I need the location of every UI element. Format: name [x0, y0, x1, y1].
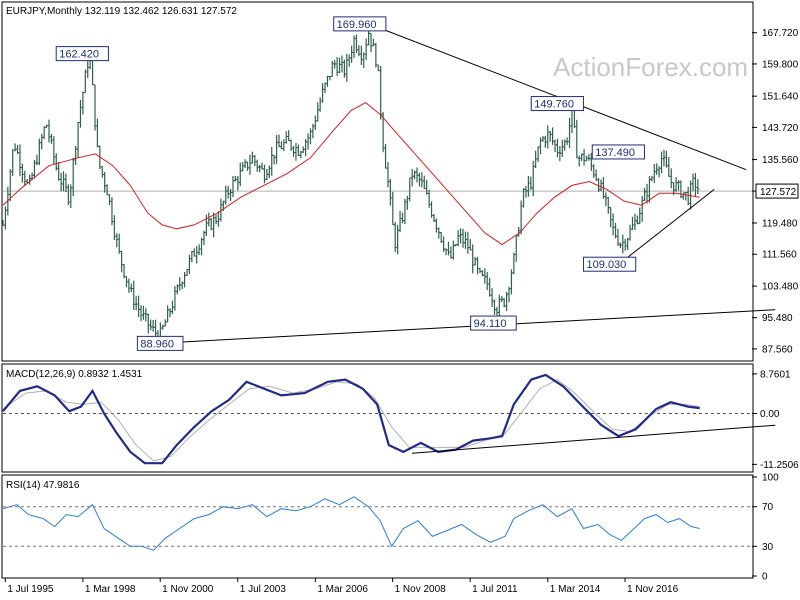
- price-annotation-label: 169.960: [337, 19, 377, 31]
- price-y-tick-label: 151.640: [762, 92, 799, 103]
- watermark: ActionForex.com: [553, 52, 748, 82]
- price-annotation-label: 162.420: [59, 49, 99, 61]
- price-annotation-label: 94.110: [474, 318, 507, 330]
- last-price-box: [755, 183, 799, 199]
- price-annotation-box: [591, 144, 645, 160]
- price-y-tick-label: 87.560: [762, 344, 793, 355]
- rsi-y-tick-label: 0: [762, 572, 768, 583]
- price-annotation-label: 137.490: [595, 147, 635, 159]
- x-tick-label: 1 Nov 2008: [395, 584, 447, 595]
- price-annotation-box: [583, 256, 637, 272]
- x-tick-label: 1 Jul 2003: [240, 584, 287, 595]
- price-annotation-box: [470, 315, 517, 331]
- x-tick-label: 1 Mar 1998: [85, 584, 136, 595]
- rsi-panel-frame: [1, 474, 754, 579]
- x-tick-label: 1 Nov 2016: [627, 584, 679, 595]
- price-annotation-box: [136, 335, 184, 351]
- macd-y-tick-label: 8.7601: [760, 369, 791, 380]
- x-tick-label: 1 Jul 2011: [472, 584, 518, 595]
- time-axis: 1 Jul 1995 1 Mar 1998 1 Nov 2000 1 Jul 2003…: [4, 578, 679, 595]
- last-price-label: 127.572: [760, 187, 797, 198]
- high-value: 132.462: [123, 6, 160, 17]
- rsi-layer: 100 70 30 0: [2, 473, 779, 583]
- moving-average-line: [2, 102, 700, 246]
- macd-main-line: [2, 373, 700, 465]
- rsi-y-tick-label: 30: [762, 542, 774, 553]
- low-value: 126.631: [162, 6, 199, 17]
- price-panel-title: EURJPY,Monthly 132.119 132.462 126.631 1…: [6, 6, 237, 17]
- macd-y-tick-label: -11.2506: [760, 460, 799, 471]
- price-y-tick-label: 103.480: [762, 282, 799, 293]
- trendline: [160, 309, 776, 344]
- open-value: 132.119: [85, 6, 121, 17]
- rsi-panel-title: RSI(14) 47.9816: [6, 480, 80, 491]
- macd-panel-title: MACD(12,26,9) 0.8932 1.4531: [6, 369, 143, 380]
- price-y-tick-label: 143.720: [762, 123, 799, 134]
- price-y-tick-label: 95.480: [762, 313, 793, 324]
- timeframe-label: Monthly: [47, 6, 82, 17]
- close-value: 127.572: [201, 6, 238, 17]
- x-tick-label: 1 Mar 2014: [550, 584, 601, 595]
- price-y-tick-label: 119.480: [762, 218, 798, 229]
- price-y-tick-label: 159.800: [762, 59, 799, 70]
- price-annotation-label: 109.030: [587, 259, 627, 271]
- price-layer: 167.720 159.800 151.640 143.720 135.560 127.5…: [1, 16, 799, 355]
- rsi-line: [2, 496, 700, 551]
- macd-y-tick-label: 0.00: [760, 409, 780, 420]
- rsi-y-tick-label: 100: [762, 473, 779, 484]
- x-tick-label: 1 Nov 2000: [162, 584, 214, 595]
- rsi-y-tick-label: 70: [762, 502, 774, 513]
- macd-layer: 8.7601 0.00 -11.2506: [2, 369, 799, 471]
- price-annotation-box: [333, 16, 387, 32]
- x-tick-label: 1 Mar 2006: [317, 584, 368, 595]
- price-y-tick-label: 135.560: [762, 155, 799, 166]
- price-annotation-label: 88.960: [140, 338, 174, 350]
- price-y-tick-label: 167.720: [762, 28, 799, 39]
- macd-panel-frame: [1, 363, 754, 473]
- price-annotation-box: [55, 46, 109, 62]
- macd-trendline: [412, 424, 776, 454]
- price-y-tick-label: 111.560: [762, 250, 797, 261]
- price-panel-frame: [1, 1, 754, 362]
- symbol-label: EURJPY: [6, 6, 46, 17]
- price-annotation-box: [530, 96, 584, 112]
- x-tick-label: 1 Jul 1995: [7, 584, 54, 595]
- price-annotation-label: 149.760: [534, 99, 574, 111]
- trendline: [620, 188, 715, 263]
